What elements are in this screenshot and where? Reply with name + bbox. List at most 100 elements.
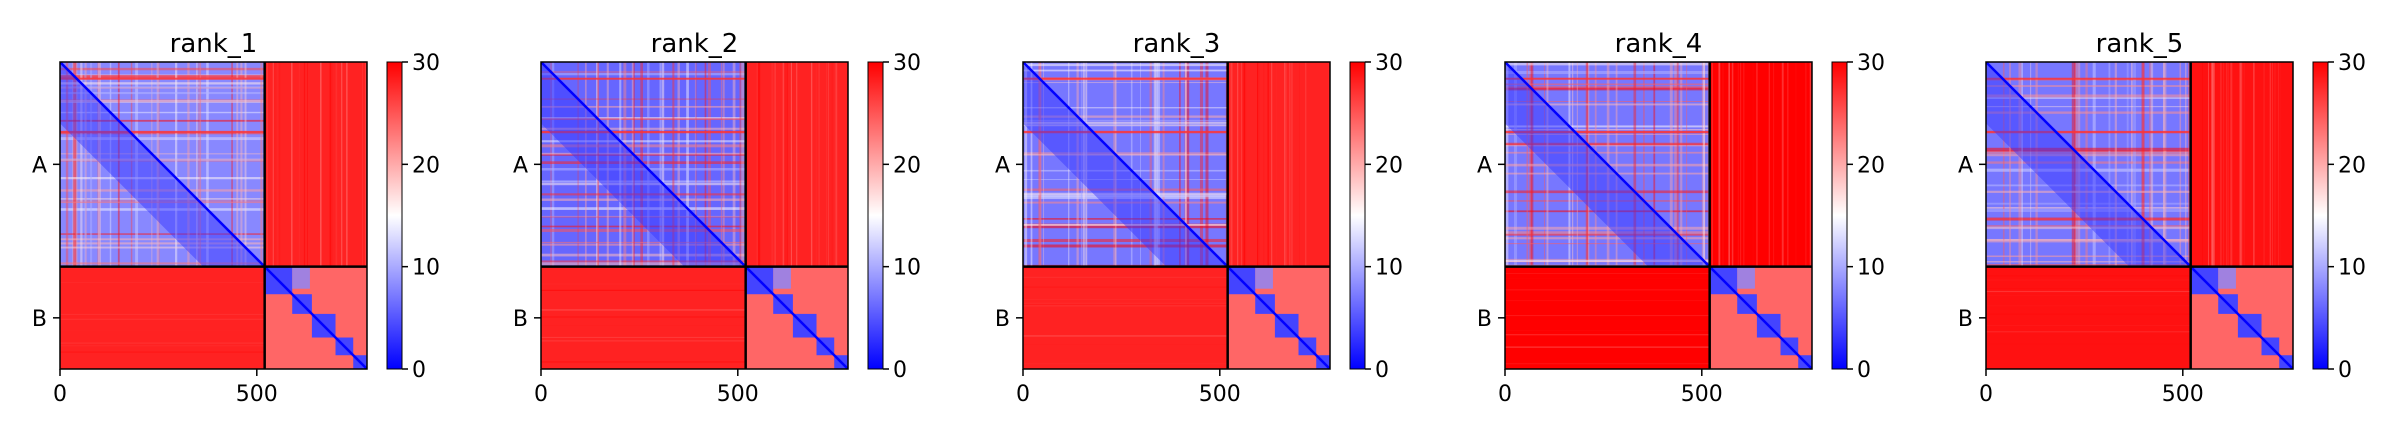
chain-a-col-stripe (1038, 62, 1041, 267)
chain-a-col-stripe (1024, 62, 1028, 267)
chain-a-col-stripe (198, 62, 200, 267)
chain-a-col-stripe (1043, 62, 1045, 267)
chain-a-row-stripe (1986, 94, 2191, 98)
colorbar-tick-label: 30 (893, 51, 921, 76)
inter-chain-stripe (60, 318, 265, 321)
inter-chain-stripe (1986, 331, 2191, 333)
inter-chain-stripe (1782, 62, 1784, 267)
chain-a-row-stripe (60, 75, 265, 79)
chain-a-row-stripe (1023, 194, 1228, 198)
chain-a-col-stripe (1186, 62, 1190, 267)
inter-chain-stripe (541, 336, 746, 338)
x-tick-label: 0 (1979, 382, 1993, 407)
chain-a-col-stripe (1082, 62, 1085, 267)
colorbar-tick-label: 0 (2338, 358, 2352, 383)
x-tick-label: 0 (1498, 382, 1512, 407)
colorbar-tick-label: 0 (412, 358, 426, 383)
colorbar-tick-label: 10 (1375, 256, 1403, 281)
colorbar-tick-label: 30 (1857, 51, 1885, 76)
chain-a-row-stripe (60, 262, 265, 265)
inter-chain-stripe (2202, 62, 2203, 267)
colorbar-tick-label: 20 (893, 153, 921, 178)
chain-a-row-stripe (1986, 255, 2191, 258)
inter-chain-stripe (818, 62, 820, 267)
chain-a-row-stripe (1986, 154, 2191, 157)
inter-chain-stripe (341, 62, 343, 267)
x-tick-label: 500 (1199, 382, 1241, 407)
chain-a-col-stripe (2151, 62, 2154, 267)
chain-a-col-stripe (84, 62, 87, 267)
inter-chain-stripe (60, 351, 265, 353)
inter-chain-stripe (1795, 62, 1797, 267)
chain-a-row-stripe (1986, 263, 2191, 267)
colorbar (1349, 61, 1366, 370)
chain-a-col-stripe (130, 62, 133, 267)
chain-a-row-stripe (541, 118, 746, 120)
chain-a-col-stripe (2141, 62, 2145, 267)
inter-chain-stripe (1291, 62, 1293, 267)
chain-label: A (513, 153, 528, 178)
inter-chain-stripe (307, 62, 308, 267)
chain-a-col-stripe (2009, 62, 2011, 267)
colorbar-tick-label: 0 (1375, 358, 1389, 383)
chain-a-high-error-band (1023, 130, 1228, 134)
chain-a-row-stripe (541, 253, 746, 257)
chain-a-row-stripe (1023, 152, 1228, 156)
chain-a-row-stripe (1505, 133, 1710, 135)
chain-a-row-stripe (60, 67, 265, 71)
chain-a-row-stripe (60, 132, 265, 135)
chain-a-col-stripe (659, 62, 661, 267)
inter-chain-stripe (827, 62, 829, 267)
chain-a-row-stripe (1505, 190, 1710, 194)
chain-a-row-stripe (1505, 259, 1710, 262)
chain-a-col-stripe (1076, 62, 1079, 267)
chain-a-row-stripe (1505, 101, 1710, 103)
inter-chain-stripe (331, 62, 333, 267)
chain-a-col-stripe (2133, 62, 2136, 267)
chain-a-row-stripe (1023, 238, 1228, 242)
heatmap-panel-2: rank_2 0 500 A B 0 10 20 30 (513, 29, 921, 407)
heatmap-matrix (60, 62, 367, 369)
inter-chain-stripe (2239, 62, 2242, 267)
chain-a-row-stripe (1986, 111, 2191, 114)
inter-chain-stripe (2269, 62, 2271, 267)
inter-chain-stripe (1232, 62, 1233, 267)
chain-a-col-stripe (596, 62, 599, 267)
inter-chain-stripe (1740, 62, 1742, 267)
inter-chain-stripe (831, 62, 833, 267)
inter-chain-stripe (1299, 62, 1300, 267)
inter-chain-stripe (782, 62, 785, 267)
inter-chain-stripe (1328, 62, 1330, 267)
inter-chain-stripe (1505, 315, 1710, 317)
chain-a-col-stripe (2002, 62, 2005, 267)
chain-a-col-stripe (2130, 62, 2133, 267)
heatmap-panel-5: rank_5 0 500 A B 0 10 20 30 (1958, 29, 2366, 407)
chain-a-col-stripe (2035, 62, 2038, 267)
colorbar-tick-label: 30 (2338, 51, 2366, 76)
inter-chain-stripe (1505, 289, 1710, 291)
chain-b-domain-contact (292, 266, 310, 289)
chain-a-high-error-band (1505, 77, 1710, 80)
inter-chain-stripe (272, 62, 274, 267)
chain-a-row-stripe (1023, 196, 1228, 200)
chain-a-row-stripe (541, 229, 746, 232)
chain-a-col-stripe (1633, 62, 1637, 267)
inter-chain-stripe (785, 62, 787, 267)
inter-chain-stripe (60, 330, 265, 332)
inter-chain-stripe (1230, 62, 1232, 267)
chain-a-col-stripe (199, 62, 202, 267)
chain-a-col-stripe (65, 62, 69, 267)
chain-label: B (995, 307, 1010, 332)
chain-a-col-stripe (2071, 62, 2075, 267)
chain-a-col-stripe (2126, 62, 2129, 267)
inter-chain-stripe (346, 62, 348, 267)
inter-chain-stripe (1023, 363, 1228, 365)
chain-a-col-stripe (577, 62, 579, 267)
chain-a-row-stripe (541, 262, 746, 266)
colorbar-tick-label: 20 (2338, 153, 2366, 178)
chain-a-row-stripe (1505, 142, 1710, 145)
chain-a-row-stripe (1023, 124, 1228, 127)
chain-a-row-stripe (1986, 206, 2191, 209)
inter-chain-stripe (1722, 62, 1724, 267)
chain-a-row-stripe (60, 200, 265, 202)
